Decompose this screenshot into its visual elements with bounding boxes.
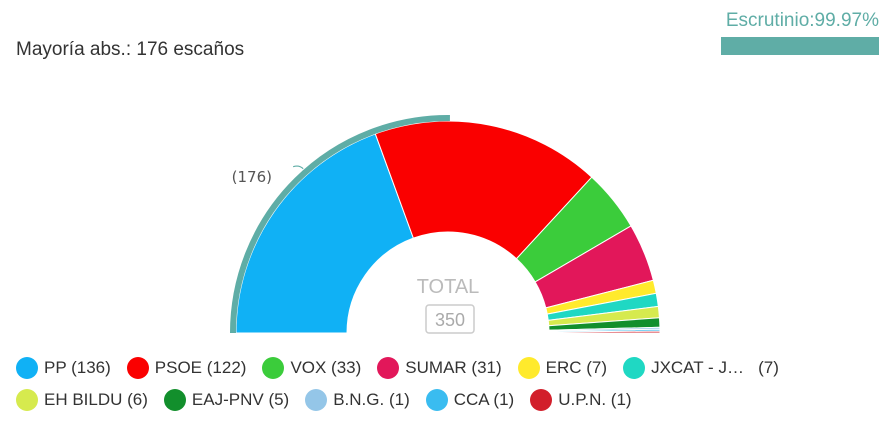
legend-label: SUMAR (31) (405, 357, 502, 377)
scrutiny-progress-bar (721, 37, 879, 55)
legend-item[interactable]: EAJ-PNV (5) (163, 388, 290, 411)
total-value-box (425, 304, 475, 334)
majority-marker-label: (176) (232, 168, 272, 186)
scrutiny-indicator: Escrutinio:99.97% (721, 10, 879, 55)
total-label: TOTAL (417, 276, 480, 298)
seat-segment-u-p-n[interactable] (548, 330, 661, 334)
seat-segment-psoe[interactable] (374, 120, 593, 260)
legend-row: EH BILDU (6) EAJ-PNV (5) B.N.G. (1) CCA (1)… (16, 386, 876, 413)
legend-swatch (16, 388, 38, 411)
legend-swatch (425, 388, 448, 411)
legend-swatch (16, 356, 38, 379)
legend-label: CCA (1) (453, 389, 515, 409)
legend-swatch (126, 356, 149, 379)
legend-label: ERC (7) (545, 357, 608, 377)
legend-item[interactable]: ERC (7) (517, 356, 608, 379)
seat-segment-pp[interactable] (235, 133, 415, 334)
legend-swatch (305, 388, 328, 411)
scrutiny-label: Escrutinio:99.97% (725, 10, 879, 31)
legend-item[interactable]: B.N.G. (1) (305, 388, 410, 411)
legend-row: PP (136) PSOE (122) VOX (33) SUMAR (31) ERC … (16, 354, 876, 381)
legend: PP (136) PSOE (122) VOX (33) SUMAR (31) ERC … (16, 354, 876, 418)
scrutiny-progress-fill (721, 37, 879, 55)
legend-label: PSOE (122) (154, 357, 247, 377)
legend-label: B.N.G. (1) (333, 389, 410, 409)
legend-item[interactable]: EH BILDU (6) (16, 388, 148, 411)
majority-label: Mayoría abs.: 176 escaños (16, 39, 245, 60)
majority-arc (230, 115, 450, 334)
legend-label: PP (136) (44, 357, 111, 377)
legend-label: EH BILDU (6) (44, 389, 148, 409)
legend-item[interactable]: U.P.N. (1) (530, 388, 632, 411)
legend-label: JXCAT - J… (7) (651, 357, 779, 377)
legend-item[interactable]: PP (136) (16, 356, 111, 379)
legend-item[interactable]: SUMAR (31) (377, 356, 502, 379)
legend-label: VOX (33) (290, 357, 362, 377)
legend-label: U.P.N. (1) (558, 389, 632, 409)
legend-swatch (623, 356, 646, 379)
legend-swatch (530, 388, 553, 411)
legend-swatch (262, 356, 285, 379)
total-value: 350 (435, 310, 465, 330)
legend-swatch (377, 356, 400, 379)
hemicycle-chart: (176) TOTAL 350 (230, 115, 661, 334)
legend-item[interactable]: PSOE (122) (126, 356, 247, 379)
legend-item[interactable]: JXCAT - J… (7) (623, 356, 779, 379)
legend-item[interactable]: CCA (1) (425, 388, 515, 411)
legend-swatch (517, 356, 540, 379)
legend-swatch (163, 388, 186, 411)
legend-item[interactable]: VOX (33) (262, 356, 362, 379)
majority-marker-line (292, 165, 304, 170)
legend-label: EAJ-PNV (5) (191, 389, 290, 409)
